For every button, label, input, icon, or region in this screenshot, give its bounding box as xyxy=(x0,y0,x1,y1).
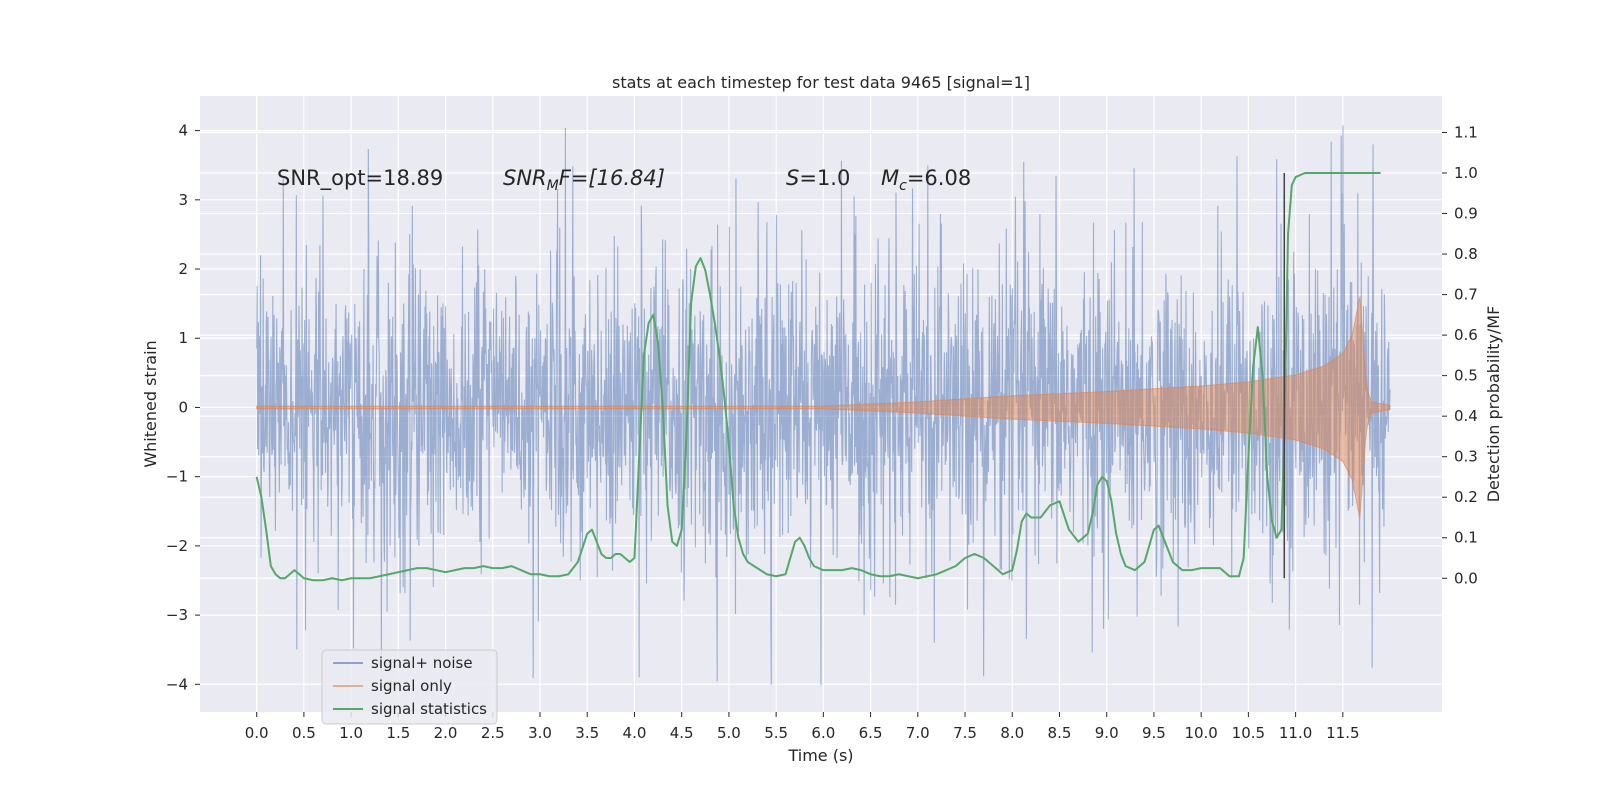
x-tick-label: 7.5 xyxy=(953,724,977,742)
x-tick-label: 8.5 xyxy=(1048,724,1072,742)
y-right-tick-label: 0.5 xyxy=(1454,367,1478,385)
y-axis-right-label: Detection probability/MF xyxy=(1484,306,1503,503)
x-tick-label: 2.5 xyxy=(481,724,505,742)
y-right-tick-label: 1.1 xyxy=(1454,123,1478,141)
x-tick-label: 6.5 xyxy=(859,724,883,742)
legend-label-signal-noise: signal+ noise xyxy=(371,654,473,672)
y-right-tick-label: 0.4 xyxy=(1454,407,1478,425)
x-tick-label: 10.5 xyxy=(1232,724,1265,742)
annotation-mc: Mc=6.08 xyxy=(881,166,971,194)
series-signal-statistics xyxy=(255,172,1381,582)
annotation-snr-mf-main: SNR xyxy=(503,166,547,190)
legend-label-signal-statistics: signal statistics xyxy=(371,700,487,718)
x-tick-label: 9.5 xyxy=(1142,724,1166,742)
legend-box xyxy=(321,649,498,725)
x-tick-label: 1.0 xyxy=(339,724,363,742)
series-signal-statistics-line xyxy=(255,172,1381,582)
y-left-tick-label: −3 xyxy=(166,606,188,624)
y-left-tick-label: 4 xyxy=(178,122,188,140)
y-right-tick-label: 0.2 xyxy=(1454,488,1478,506)
x-tick-label: 5.5 xyxy=(764,724,788,742)
annotation-s-main: S xyxy=(786,166,799,190)
y-right-tick-label: 0.1 xyxy=(1454,529,1478,547)
series-signal-only-band xyxy=(256,296,1391,519)
chart-title: stats at each timestep for test data 946… xyxy=(612,73,1030,92)
x-tick-label: 0.5 xyxy=(292,724,316,742)
annotation-s: S=1.0 xyxy=(786,166,850,190)
annotation-mc-rest: =6.08 xyxy=(907,166,971,190)
y-left-tick-label: −4 xyxy=(166,675,188,693)
y-right-tick-label: 0.3 xyxy=(1454,448,1478,466)
x-tick-label: 1.5 xyxy=(386,724,410,742)
x-tick-label: 11.0 xyxy=(1279,724,1312,742)
x-tick-label: 3.5 xyxy=(575,724,599,742)
x-axis-ticks: 0.0 0.5 1.0 1.5 2.0 2.5 3.0 3.5 4.0 4.5 5.0 5.5 6.0 6… xyxy=(245,712,1360,742)
legend: signal+ noise signal only signal statist… xyxy=(321,649,498,725)
y-axis-left-label: Whitened strain xyxy=(141,340,160,467)
y-axis-right-ticks: 1.1 1.0 0.9 0.8 0.7 0.6 0.5 0.4 0.3 0.2 0.1 0.0 xyxy=(1442,123,1478,587)
x-tick-label: 0.0 xyxy=(245,724,269,742)
y-right-tick-label: 0.9 xyxy=(1454,205,1478,223)
y-right-tick-label: 0.8 xyxy=(1454,245,1478,263)
annotation-mc-main: M xyxy=(881,166,899,190)
annotation-s-rest: =1.0 xyxy=(799,166,850,190)
annotation-snr-mf: SNRMF=[16.84] xyxy=(503,166,665,194)
x-tick-label: 8.0 xyxy=(1000,724,1024,742)
x-tick-label: 6.0 xyxy=(811,724,835,742)
series-signal-only xyxy=(256,296,1391,519)
legend-label-signal-only: signal only xyxy=(371,677,452,695)
annotation-snr-opt: SNR_opt=18.89 xyxy=(277,166,443,191)
x-tick-label: 7.0 xyxy=(906,724,930,742)
x-axis-label: Time (s) xyxy=(787,746,853,765)
x-tick-label: 3.0 xyxy=(528,724,552,742)
annotation-snr-mf-sub: M xyxy=(547,178,559,194)
y-axis-left-ticks: 4 3 2 1 0 −1 −2 −3 −4 xyxy=(166,122,200,693)
annotation-snr-mf-rest: F=[16.84] xyxy=(559,166,665,190)
y-right-tick-label: 1.0 xyxy=(1454,164,1478,182)
y-left-tick-label: −2 xyxy=(166,537,188,555)
x-tick-label: 5.0 xyxy=(717,724,741,742)
annotation-mc-sub: c xyxy=(899,178,907,194)
x-tick-label: 2.0 xyxy=(434,724,458,742)
y-left-tick-label: 0 xyxy=(178,398,188,416)
y-right-tick-label: 0.6 xyxy=(1454,326,1478,344)
y-right-tick-label: 0.0 xyxy=(1454,569,1478,587)
x-tick-label: 4.0 xyxy=(623,724,647,742)
y-left-tick-label: 2 xyxy=(178,260,188,278)
x-tick-label: 11.5 xyxy=(1326,724,1359,742)
x-tick-label: 4.5 xyxy=(670,724,694,742)
y-left-tick-label: −1 xyxy=(166,468,188,486)
y-left-tick-label: 1 xyxy=(178,329,188,347)
y-right-tick-label: 0.7 xyxy=(1454,286,1478,304)
x-tick-label: 9.0 xyxy=(1095,724,1119,742)
y-left-tick-label: 3 xyxy=(178,191,188,209)
x-tick-label: 10.0 xyxy=(1184,724,1217,742)
